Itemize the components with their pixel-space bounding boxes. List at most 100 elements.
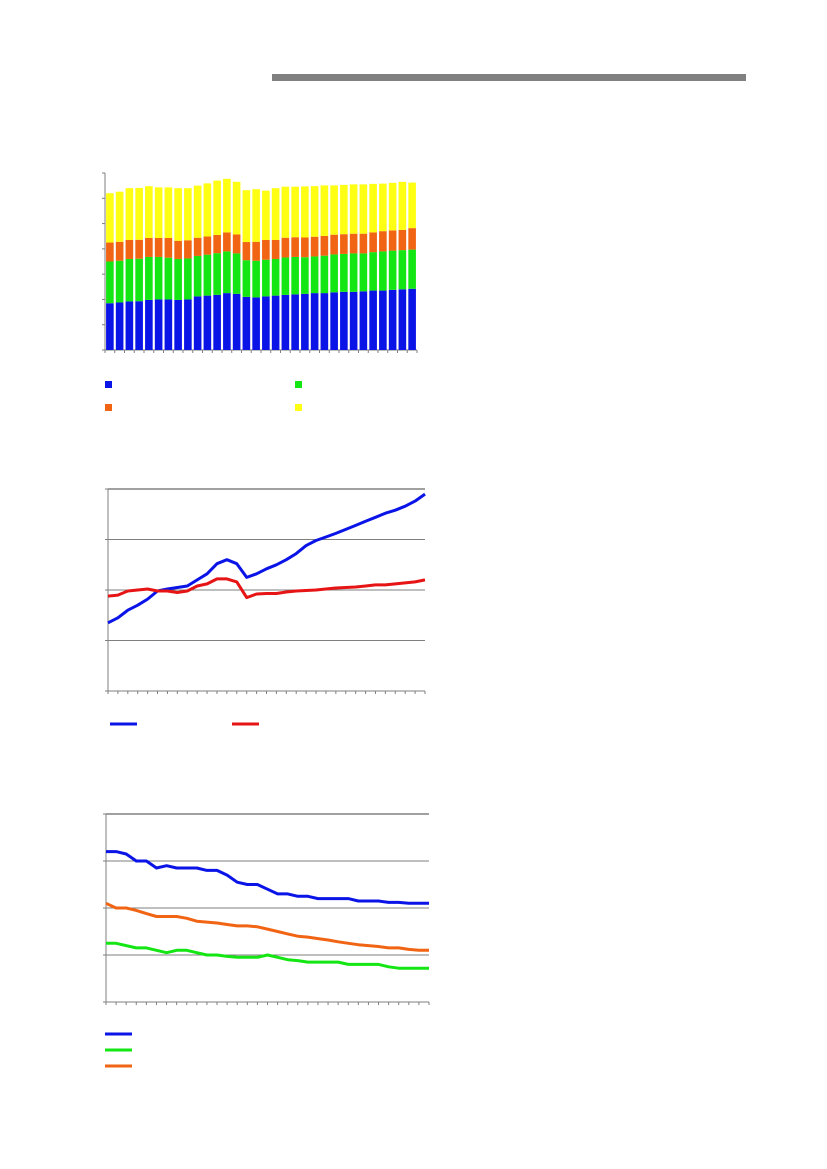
bar-segment [232,234,241,254]
bar-segment [164,299,173,350]
bar-segment [164,237,173,258]
bar-segment [301,257,309,294]
decline-line-chart [103,813,430,1068]
bar-segment [184,240,192,259]
bar-segment [310,236,319,257]
bar-segment [340,184,348,235]
bar-segment [388,230,397,251]
bar-segment [359,291,368,350]
bar-segment [174,299,182,350]
bar-segment [349,291,358,350]
bar-segment [320,235,329,256]
bar-segment [223,178,231,233]
bar-segment [359,233,368,254]
bar-segment [115,191,124,242]
bar-segment [193,296,202,350]
stacked-bar-chart-panel [90,160,430,425]
bar-segment [320,185,329,236]
bar-segment [174,240,182,259]
bar-segment [349,233,358,254]
bar-segment [184,299,192,350]
bar-segment [135,187,143,240]
bar-segment [388,182,397,231]
bar-segment [135,239,143,259]
series-line [107,577,426,600]
bar-segment [213,180,221,235]
bar-segment [379,183,387,232]
decline-line-chart-panel [90,805,435,1080]
bar-segment [145,237,153,257]
bar-segment [271,188,280,241]
series-line [107,492,426,625]
bar-segment [340,253,348,292]
bar-segment [262,296,270,350]
bar-segment [359,184,368,234]
bar-segment [271,295,280,350]
line-chart-panel [90,480,435,740]
bar-segment [223,251,231,294]
bar-segment [106,303,114,350]
bar-segment [232,253,241,294]
bar-segment [330,185,338,235]
bar-segment [301,237,309,258]
bar-segment [369,183,377,233]
bar-segment [145,186,153,238]
bar-segment [281,237,290,258]
legend-swatch [105,404,112,411]
header-rule [272,74,746,81]
bar-segment [262,240,270,260]
bar-segment [301,186,309,238]
bar-segment [340,234,348,254]
bar-segment [349,253,358,292]
bar-segment [369,252,377,291]
bar-segment [223,232,231,252]
bar-segment [203,254,212,296]
bar-segment [281,186,290,238]
bar-segment [330,254,338,293]
bar-segment [145,299,153,350]
bar-segment [115,241,124,261]
bar-segment [125,258,134,302]
legend-swatch [105,381,112,388]
bar-segment [408,288,416,350]
bar-segment [310,186,319,237]
legend-swatch [295,404,302,411]
bar-segment [379,231,387,252]
bar-segment [242,260,251,297]
bar-segment [232,181,241,235]
bar-segment [310,256,319,294]
bar-segment [203,295,212,350]
bar-segment [115,302,124,350]
series-line [105,901,429,952]
bar-segment [262,259,270,297]
bar-segment [223,293,231,350]
series-line [106,941,429,970]
bar-segment [154,187,163,238]
bar-segment [301,293,309,350]
bar-segment [271,258,280,296]
bar-segment [252,241,260,261]
bar-segment [388,250,397,290]
bar-segment [369,232,377,253]
bar-segment [154,237,163,257]
bar-segment [164,257,173,300]
bar-segment [398,250,407,290]
bar-segment [232,293,241,350]
bar-segment [320,293,329,350]
bar-segment [291,237,299,257]
bar-segment [115,260,124,303]
bar-segment [379,251,387,291]
bar-segment [125,240,134,259]
bar-segment [408,249,416,289]
bar-segment [398,229,407,251]
bar-segment [184,188,192,241]
bar-segment [398,289,407,350]
bar-segment [164,187,173,238]
bar-segment [213,234,221,254]
bar-segment [242,190,251,243]
bar-segment [125,188,134,241]
bar-segment [408,182,416,229]
bar-segment [369,290,377,350]
bar-segment [154,299,163,350]
bar-segment [154,256,163,300]
